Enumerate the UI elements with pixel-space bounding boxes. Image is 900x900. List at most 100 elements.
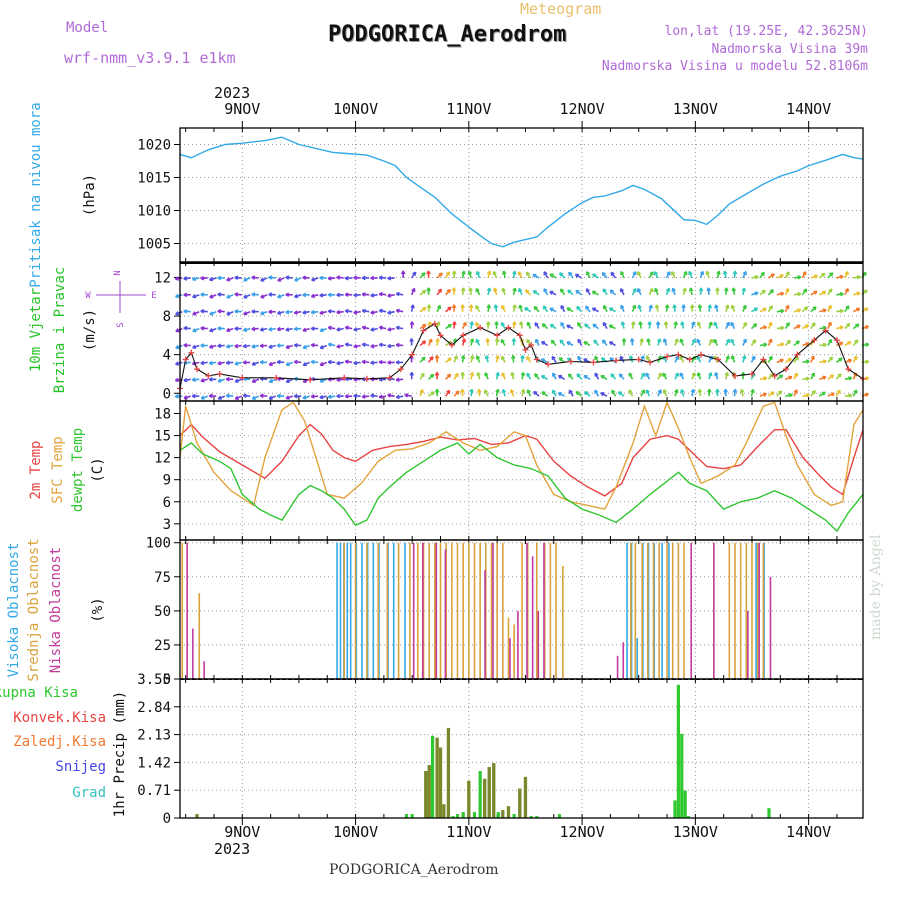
wind-arrow-head (533, 390, 538, 393)
wind-arrow-head (663, 338, 668, 342)
wind-arrow-head (423, 324, 427, 329)
wind-arrow-head (788, 358, 792, 362)
year-bottom-label: 2023 (214, 840, 251, 858)
wind-arrow-head (293, 310, 298, 314)
wind-arrow-head (806, 342, 810, 347)
wind-arrow-head (319, 327, 323, 332)
wind-arrow-head (175, 293, 179, 298)
wind-arrow-head (302, 395, 306, 399)
y-tick-label: 3 (163, 517, 171, 533)
wind-arrow-head (200, 343, 205, 347)
wind-arrow-head (209, 276, 213, 281)
wind-arrow-head (234, 275, 239, 279)
wind-arrow-head (469, 287, 473, 292)
wind-arrow-head (601, 357, 606, 360)
wind-arrow-head (217, 309, 222, 312)
wind-arrow-head (497, 372, 500, 377)
wind-arrow-head (251, 326, 256, 330)
wind-arrow-head (268, 395, 272, 400)
wind-arrow-head (755, 307, 759, 312)
wind-arrow-head (192, 344, 196, 349)
wind-arrow-head (353, 292, 358, 296)
wind-arrow-head (576, 305, 581, 309)
wind-arrow-head (200, 275, 205, 279)
wind-arrow-head (226, 277, 230, 281)
wind-arrow-head (327, 359, 332, 363)
wind-arrow-head (519, 304, 523, 308)
wind-arrow-head (501, 338, 505, 342)
wind-arrow-head (209, 328, 213, 332)
wind-arrow-head (650, 304, 653, 309)
wind-arrow-head (797, 325, 801, 329)
wind-arrow-head (362, 308, 366, 312)
wind-arrow-head (684, 287, 687, 292)
wind-arrow-head (353, 360, 357, 364)
y-tick-label: 1010 (137, 204, 171, 220)
wind-arrow-head (294, 277, 298, 282)
wind-arrow-head (698, 388, 703, 393)
wind-arrow-head (848, 323, 851, 328)
wind-arrow-head (276, 326, 281, 331)
wind-arrow-head (520, 321, 524, 325)
wind-arrow-head (311, 277, 315, 281)
wind-arrow-head (411, 321, 415, 326)
y-tick-label: 4 (163, 348, 171, 364)
wind-arrow-head (796, 356, 799, 361)
panel-frame (179, 127, 864, 263)
wind-arrow-head (319, 345, 323, 349)
wind-arrow-head (714, 321, 718, 325)
wind-arrow-head (657, 321, 661, 326)
wind-arrow-head (336, 275, 341, 278)
wind-arrow-head (542, 323, 546, 326)
wind-arrow-head (294, 293, 298, 298)
wind-arrow-head (251, 275, 256, 278)
wind-arrow-head (395, 342, 400, 346)
wind-arrow-head (293, 343, 298, 346)
wind-arrow-head (592, 323, 597, 326)
wind-arrow-head (620, 355, 624, 359)
y-tick-label: 0 (163, 386, 171, 402)
wind-arrow-head (336, 327, 340, 331)
wind-arrow-head (789, 394, 793, 398)
wind-arrow-head (716, 287, 720, 292)
wind-arrow-head (302, 327, 306, 332)
wind-arrow-head (702, 271, 705, 275)
wind-arrow-head (370, 360, 374, 364)
wind-arrow-head (586, 288, 590, 292)
wind-arrow-head (780, 374, 784, 379)
wind-arrow-head (395, 360, 400, 363)
wind-arrow-head (174, 276, 179, 280)
wind-arrow-head (478, 388, 482, 393)
wind-arrow-head (453, 270, 457, 275)
wind-arrow-head (502, 287, 506, 292)
wind-arrow-head (806, 394, 810, 398)
wind-arrow-head (645, 372, 650, 376)
wind-arrow-head (328, 325, 332, 329)
wind-arrow-head (848, 341, 852, 346)
wind-arrow-head (631, 338, 635, 342)
meteogram-label: Meteogram (520, 0, 602, 18)
wind-arrow-head (260, 310, 264, 315)
total-precip-bar (686, 816, 691, 818)
wind-arrow-head (234, 292, 239, 295)
wind-arrow-head (251, 344, 255, 348)
wind-arrow-head (724, 270, 728, 275)
top-day-label: 10NOV (333, 100, 378, 118)
wind-arrow-head (378, 342, 383, 346)
wind-arrow-head (243, 311, 247, 315)
y-tick-label: 0 (163, 811, 171, 827)
wind-arrow-head (497, 389, 500, 393)
wind-arrow-head (353, 310, 357, 314)
wind-arrow-head (225, 360, 230, 364)
wind-arrow-head (183, 276, 188, 280)
top-day-label: 14NOV (786, 100, 831, 118)
wind-arrow-head (449, 306, 452, 311)
wind-arrow-head (293, 393, 298, 397)
bottom-day-label: 10NOV (333, 823, 378, 841)
mid-cloud-axis-label: Srednja Oblacnost (26, 538, 42, 681)
wind-arrow-head (763, 377, 768, 381)
wind-arrow-head (183, 377, 188, 382)
model-name: wrf-nmm_v3.9.1 e1km (64, 49, 236, 67)
wind-arrow-head (718, 270, 721, 275)
